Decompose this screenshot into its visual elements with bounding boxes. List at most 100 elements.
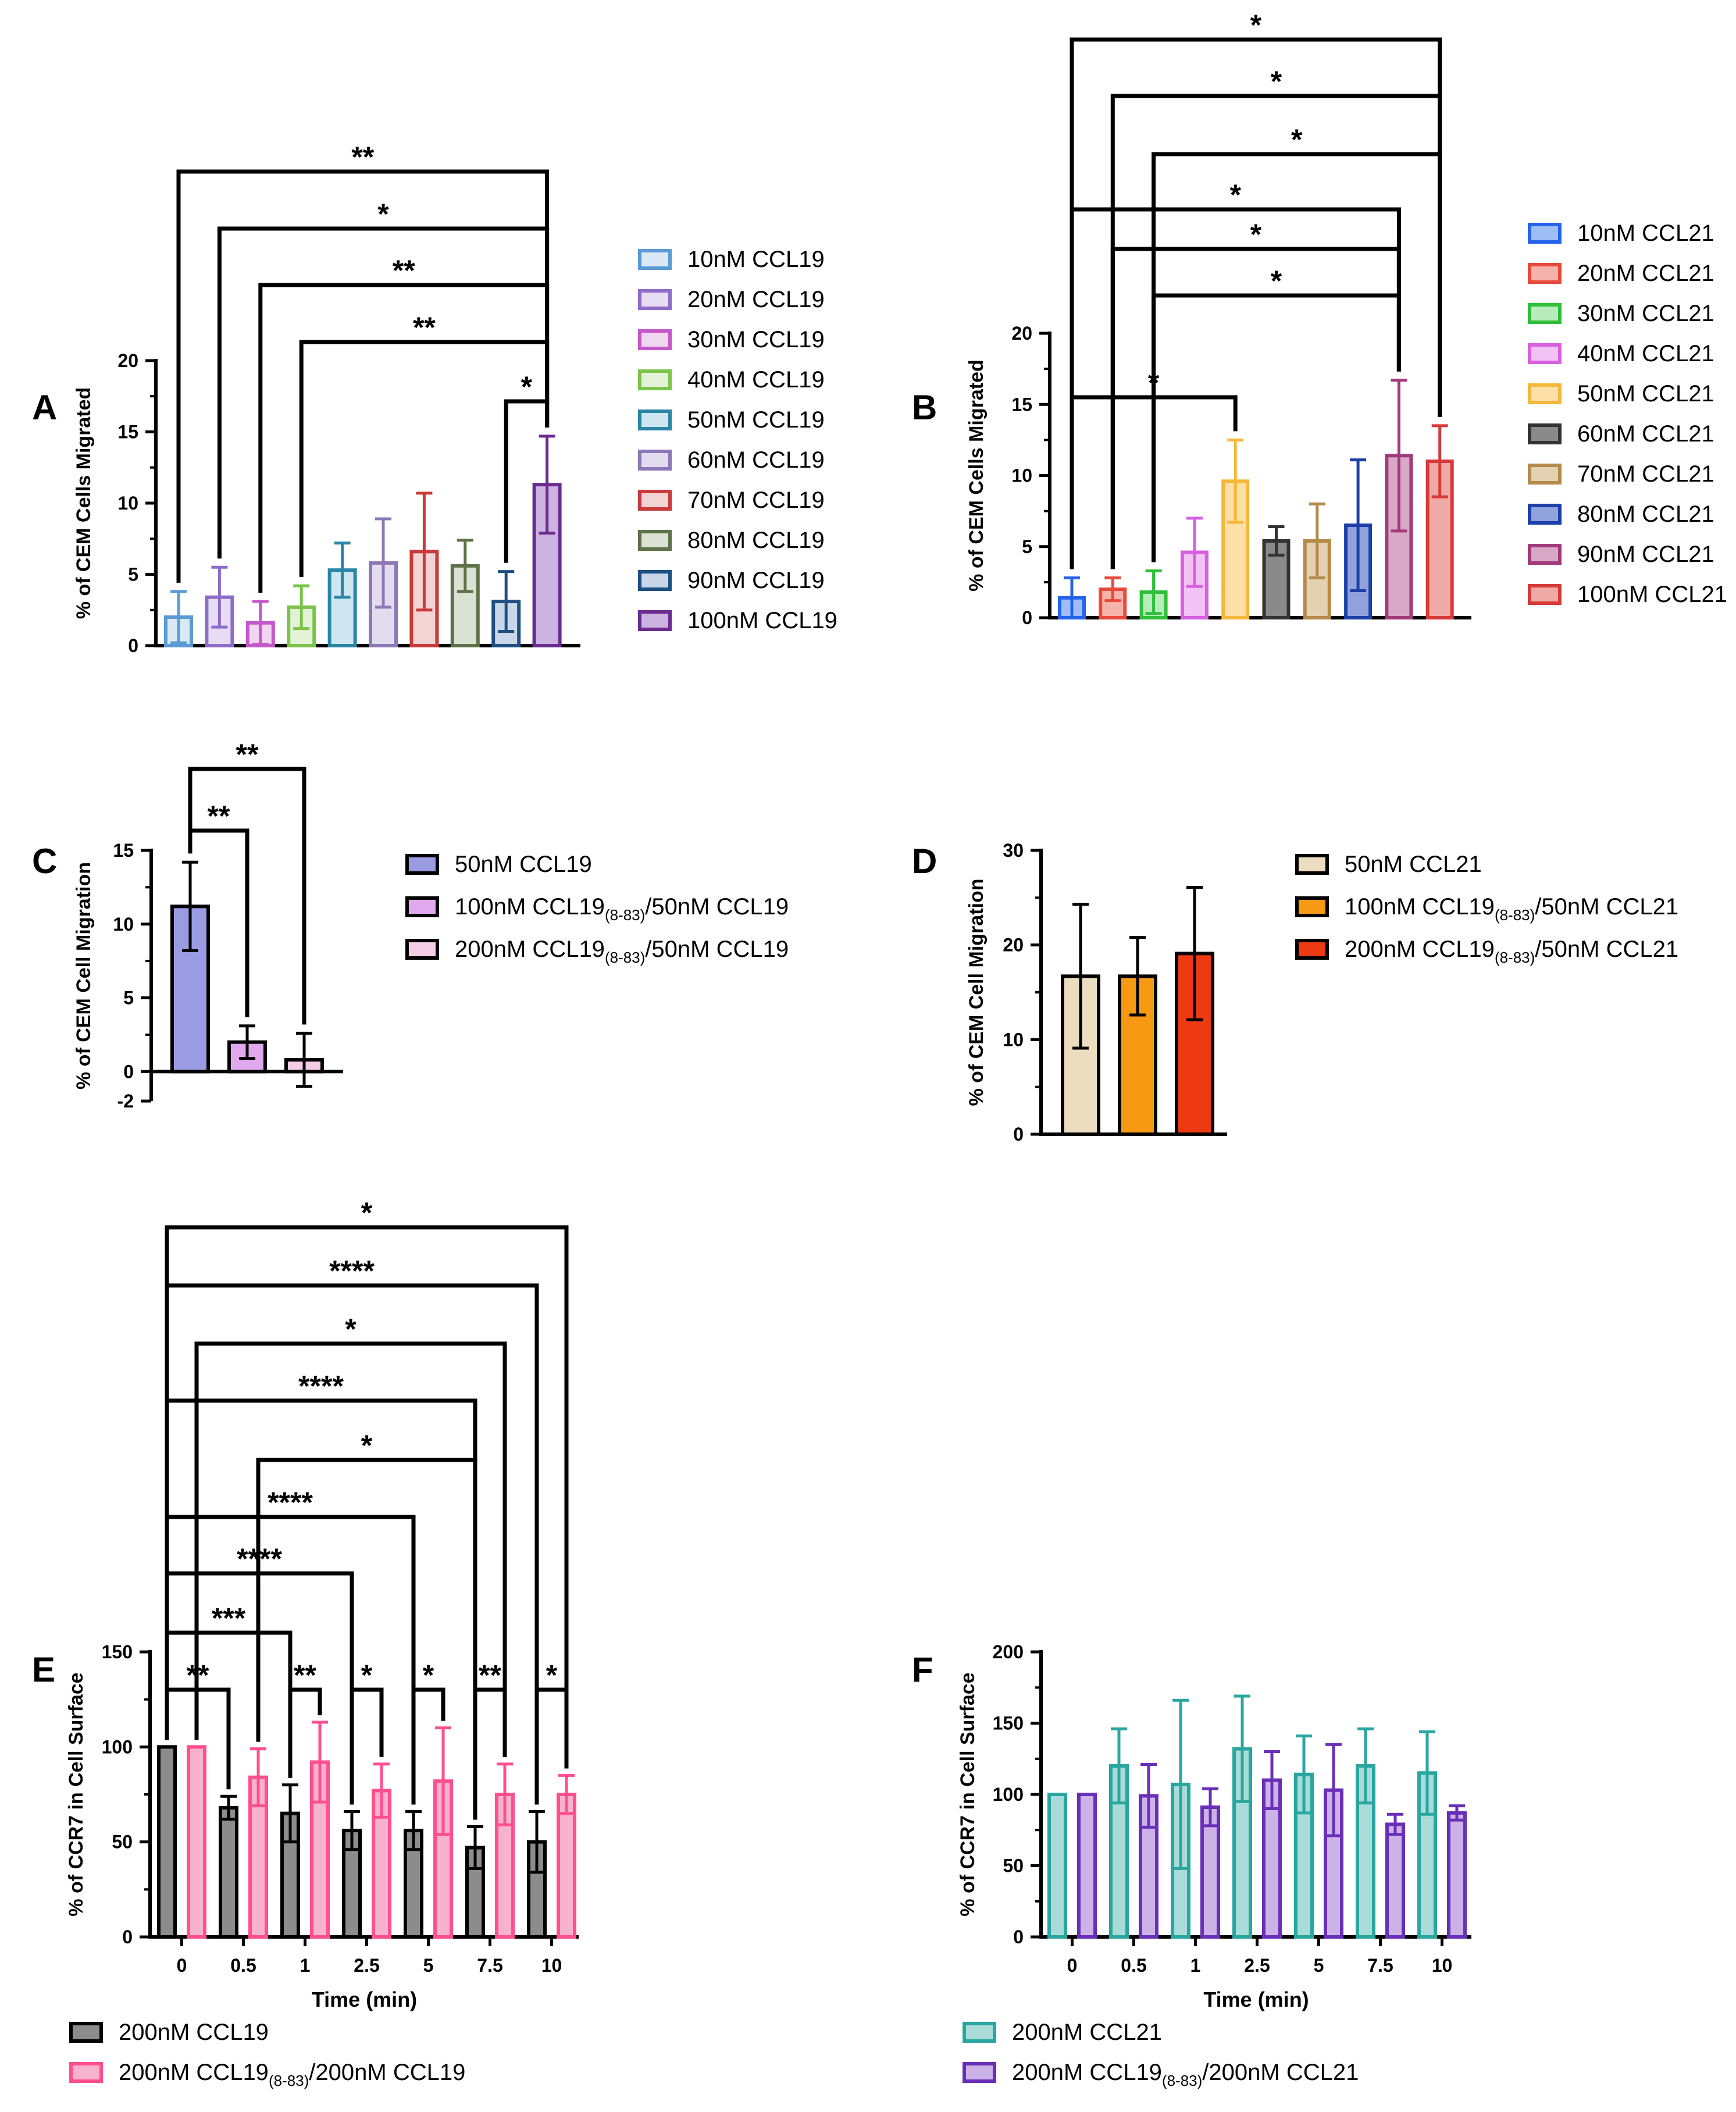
panel-a-legend-label: 80nM CCL19 (687, 528, 825, 553)
panel-e-x-tick-label: 0.5 (230, 1955, 256, 1976)
panel-b-significance-bracket (1152, 293, 1401, 562)
panel-e-x-tick-label: 2.5 (354, 1955, 379, 1976)
panel-b-legend-swatch (1528, 263, 1562, 284)
panel-b-legend-swatch (1528, 544, 1562, 565)
panel-e-chart: 0 50 100 150 % of CCR7 in Cell Surface E 0 0.5 1… (32, 1196, 579, 2089)
panel-b-significance-label: * (1148, 366, 1160, 399)
panel-a-bar (327, 568, 357, 648)
panel-b-legend-label: 20nM CCL21 (1577, 261, 1714, 286)
panel-e-y-tick-label: 0 (122, 1926, 133, 1947)
panel-f-chart: 0 50 100 150 200 % of CCR7 in Cell Surface F 0 0… (912, 1641, 1471, 2089)
panel-e-significance-label: **** (268, 1486, 313, 1519)
panel-c-significance-bracket (188, 828, 249, 1017)
panel-f-y-axis-label: % of CCR7 in Cell Surface (957, 1672, 979, 1916)
panel-e-significance-bracket (411, 1687, 445, 1805)
panel-a-y-tick-label: 5 (128, 564, 138, 585)
panel-a-legend-label: 70nM CCL19 (687, 487, 825, 513)
panel-a-legend-swatch (638, 490, 672, 511)
panel-e-bar (248, 1775, 268, 1939)
panel-e-significance-bracket (165, 1687, 231, 1790)
panel-c-legend-swatch (405, 939, 439, 960)
panel-e-panel-label: E (32, 1650, 55, 1689)
panel-d-legend-swatch (1295, 939, 1329, 960)
panel-a-legend-swatch (638, 289, 672, 310)
panel-b-legend-label: 30nM CCL21 (1577, 301, 1714, 326)
panel-f-x-tick-label: 1 (1190, 1955, 1201, 1976)
panel-b-legend-swatch (1528, 383, 1562, 404)
panel-f-x-tick-label: 0 (1067, 1955, 1078, 1976)
panel-a-significance-label: * (521, 371, 533, 403)
panel-c-legend-label: 50nM CCL19 (455, 852, 592, 877)
panel-f-bar (1385, 1822, 1405, 1939)
panel-a-y-tick-label: 20 (117, 350, 138, 371)
panel-a-legend-label: 60nM CCL19 (687, 447, 825, 473)
panel-a-y-tick-label: 15 (117, 422, 138, 443)
panel-e-bar (157, 1745, 177, 1939)
panel-b-y-tick-label: 0 (1022, 607, 1032, 628)
panel-d-panel-label: D (912, 842, 937, 881)
panel-d-legend-swatch (1295, 896, 1329, 917)
panel-b-y-tick-label: 20 (1011, 323, 1032, 344)
panel-d-legend-swatch (1295, 854, 1329, 875)
panel-b-significance-label: * (1250, 9, 1262, 41)
panel-a-legend-swatch (638, 329, 672, 350)
panel-a-legend-swatch (638, 369, 672, 390)
panel-e-legend-swatch (69, 2062, 103, 2083)
panel-e-bar (557, 1793, 576, 1939)
panel-b-y-tick-label: 10 (1011, 465, 1032, 486)
panel-c-y-tick-label: 5 (123, 988, 134, 1009)
panel-e-significance-label: **** (237, 1543, 282, 1575)
panel-f-legend-label: 200nM CCL19(8-83)/200nM CCL21 (1012, 2060, 1359, 2089)
panel-f-x-tick-label: 2.5 (1244, 1955, 1270, 1976)
panel-e-y-tick-label: 50 (112, 1832, 133, 1853)
panel-a-legend-label: 20nM CCL19 (687, 287, 825, 312)
panel-f-x-tick-label: 10 (1432, 1955, 1453, 1976)
panel-a-y-axis-label: % of CEM Cells Migrated (73, 387, 95, 619)
panel-d-y-tick-label: 30 (1003, 840, 1024, 861)
panel-e-significance-label: ** (479, 1659, 501, 1691)
panel-d-y-axis-label: % of CEM Cell Migration (965, 879, 988, 1106)
panel-e-significance-bracket (194, 1341, 507, 1757)
panel-d-y-tick-label: 10 (1003, 1029, 1024, 1050)
panel-e-significance-bracket (256, 1458, 477, 1820)
panel-d-y-tick-label: 20 (1003, 935, 1024, 956)
panel-e-x-tick-label: 10 (541, 1955, 562, 1976)
panel-b-legend-label: 10nM CCL21 (1577, 220, 1714, 246)
panel-e-significance-label: **** (298, 1370, 344, 1402)
panel-a-legend-swatch (638, 409, 672, 430)
panel-e-significance-label: * (361, 1429, 373, 1462)
panel-b-legend-label: 70nM CCL21 (1577, 461, 1714, 487)
panel-e-significance-label: * (361, 1659, 373, 1691)
panel-a-significance-label: ** (351, 141, 374, 173)
panel-c-legend-label: 100nM CCL19(8-83)/50nM CCL19 (455, 894, 789, 924)
panel-e-significance-bracket (350, 1687, 384, 1805)
panel-b-legend-swatch (1528, 343, 1562, 364)
panel-f-legend-label: 200nM CCL21 (1012, 2020, 1162, 2045)
panel-c-y-tick-label: -2 (117, 1091, 134, 1112)
panel-a-legend-label: 90nM CCL19 (687, 568, 825, 593)
panel-b-y-axis-label: % of CEM Cells Migrated (965, 359, 988, 592)
panel-e-bar (219, 1805, 238, 1939)
panel-f-bar (1447, 1811, 1467, 1939)
panel-e-bar (433, 1779, 453, 1939)
panel-e-x-tick-label: 5 (423, 1955, 434, 1976)
panel-e-significance-label: * (345, 1313, 357, 1345)
panel-b-significance-label: * (1291, 123, 1303, 156)
panel-e-significance-label: ** (294, 1659, 316, 1691)
panel-a-y-tick-label: 10 (117, 493, 138, 514)
panel-e-significance-label: **** (329, 1255, 375, 1287)
panel-a-significance-bracket (504, 399, 550, 563)
panel-f-bar (1077, 1793, 1097, 1939)
panel-e-significance-bracket (288, 1687, 322, 1778)
panel-e-significance-label: * (361, 1196, 373, 1229)
panel-b-legend-swatch (1528, 464, 1562, 485)
panel-c-significance-bracket (188, 767, 306, 1025)
panel-a-significance-bracket (217, 226, 550, 559)
panel-c-significance-label: ** (208, 800, 230, 832)
panel-b-y-tick-label: 15 (1011, 394, 1032, 415)
panel-b-significance-label: * (1271, 65, 1282, 98)
panel-f-y-tick-label: 0 (1013, 1926, 1024, 1947)
panel-e-legend-swatch (69, 2022, 103, 2043)
panel-f-bar (1047, 1793, 1067, 1939)
